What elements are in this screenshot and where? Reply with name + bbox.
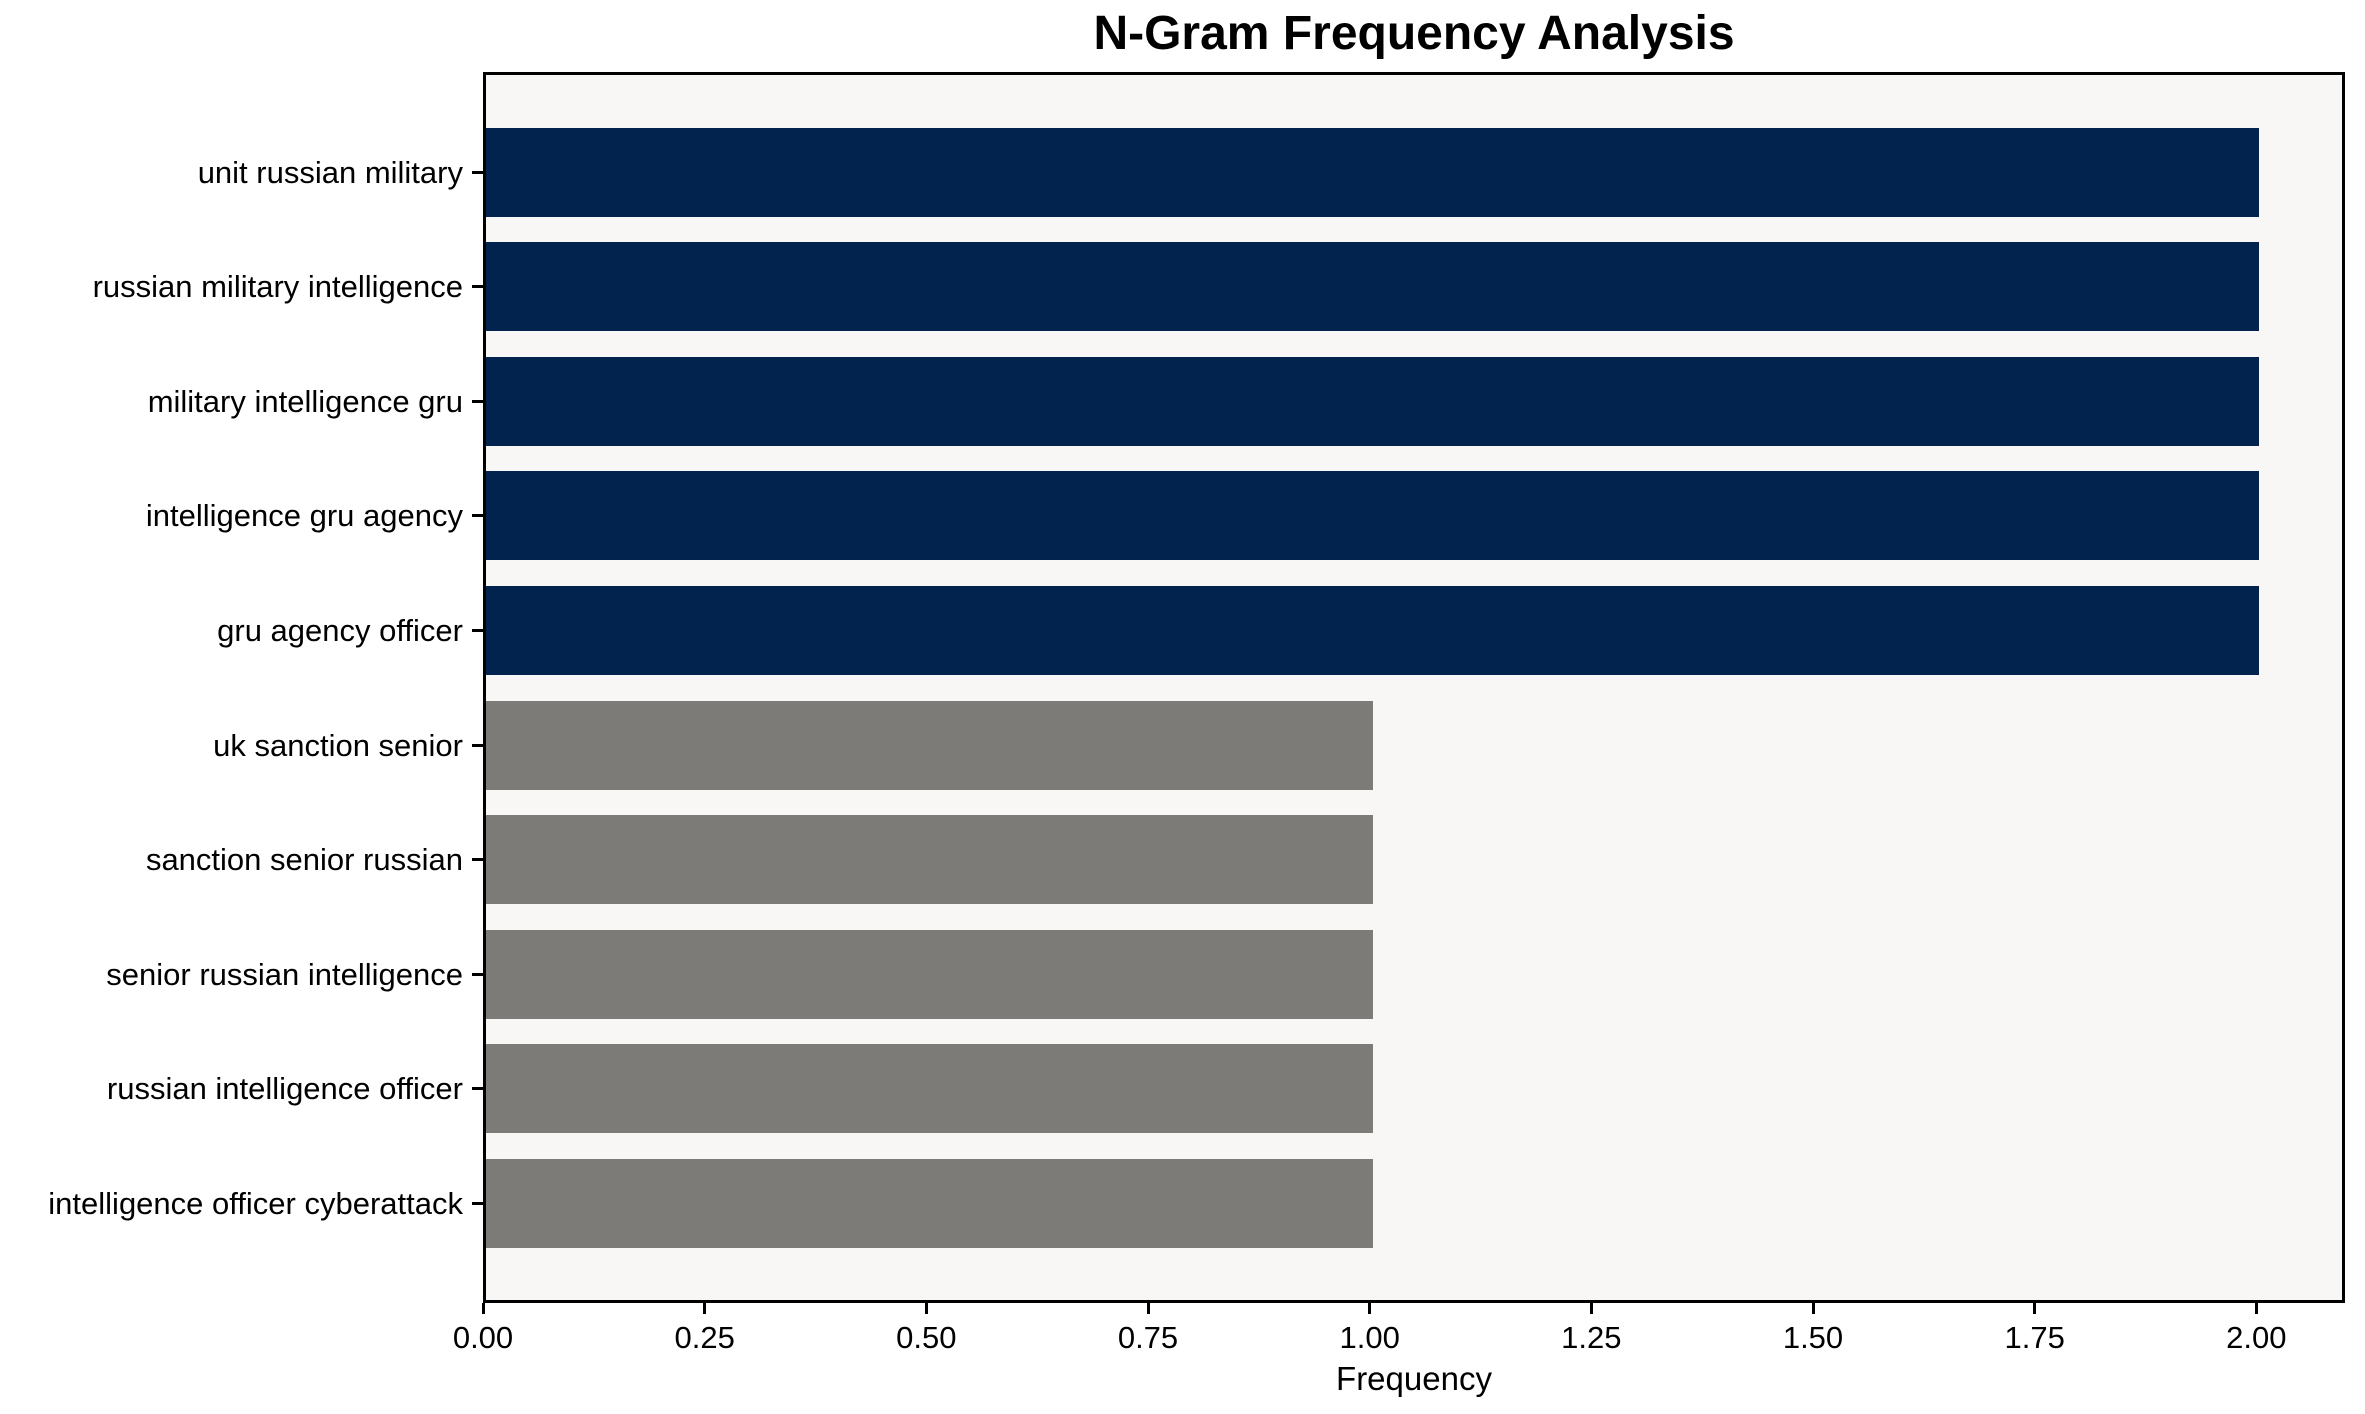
bar-unit-russian-military [486,127,2260,217]
x-tick-label: 2.00 [2226,1320,2287,1355]
plot-area [483,72,2345,1303]
y-tick-label: uk sanction senior [213,727,463,763]
y-tick-mark [472,1087,483,1091]
bar-military-intelligence-gru [486,356,2260,446]
y-tick-mark [472,858,483,862]
y-tick-mark [472,972,483,976]
y-tick-mark [472,743,483,747]
bar-intelligence-gru-agency [486,471,2260,561]
y-tick-mark [472,1201,483,1205]
x-tick-mark [1368,1303,1372,1314]
x-tick-mark [1811,1303,1815,1314]
x-axis-label: Frequency [1336,1360,1492,1397]
x-tick-label: 0.00 [452,1320,514,1355]
bar-intelligence-officer-cyberattack [486,1158,1373,1248]
bar-senior-russian-intelligence [486,929,1373,1019]
x-tick-label: 0.25 [674,1320,735,1355]
y-tick-label: intelligence officer cyberattack [48,1185,463,1221]
y-tick-label: unit russian military [197,154,463,190]
x-tick-mark [924,1303,928,1314]
x-tick-mark [481,1303,485,1314]
y-tick-label: gru agency officer [217,612,463,648]
x-tick-mark [1589,1303,1593,1314]
y-tick-mark [472,514,483,518]
x-tick-label: 1.00 [1339,1320,1400,1355]
bar-sanction-senior-russian [486,815,1373,905]
y-tick-label: military intelligence gru [147,383,463,419]
y-tick-label: senior russian intelligence [106,956,463,992]
y-tick-mark [472,170,483,174]
x-tick-mark [703,1303,707,1314]
y-tick-mark [472,628,483,632]
x-tick-label: 0.75 [1117,1320,1179,1355]
y-tick-label: russian intelligence officer [106,1071,463,1107]
bar-russian-military-intelligence [486,242,2260,332]
bar-gru-agency-officer [486,585,2260,675]
x-tick-mark [2254,1303,2258,1314]
bar-russian-intelligence-officer [486,1044,1373,1134]
x-tick-mark [2033,1303,2037,1314]
y-tick-mark [472,399,483,403]
y-tick-label: sanction senior russian [145,842,463,878]
x-tick-label: 1.50 [1782,1320,1844,1355]
y-tick-label: intelligence gru agency [145,498,463,534]
x-tick-mark [1146,1303,1150,1314]
bar-uk-sanction-senior [486,700,1373,790]
y-tick-label: russian military intelligence [92,269,463,305]
x-tick-label: 0.50 [896,1320,957,1355]
y-tick-mark [472,285,483,289]
x-tick-label: 1.25 [1561,1320,1622,1355]
chart-title: N-Gram Frequency Analysis [1093,7,1735,60]
x-tick-label: 1.75 [2004,1320,2065,1355]
